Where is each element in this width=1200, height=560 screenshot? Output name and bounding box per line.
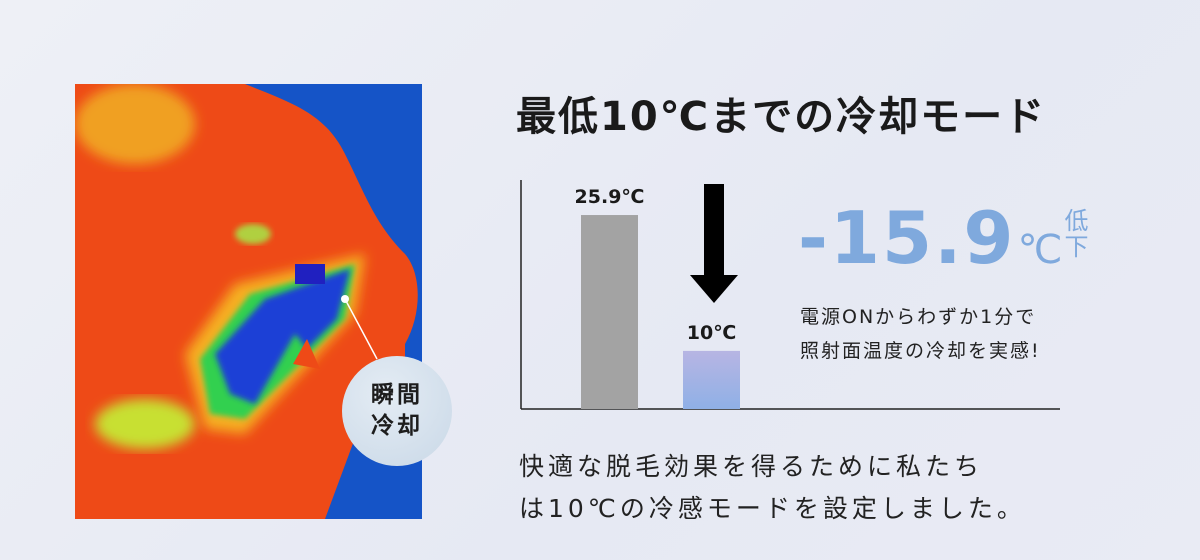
description-line2: 照射面温度の冷却を実感! xyxy=(800,340,1041,362)
footer-text: 快適な脱毛効果を得るために私たち は10℃の冷感モードを設定しました。 xyxy=(519,446,1026,530)
data-label-before: 25.9℃ xyxy=(575,186,645,208)
description: 電源ONからわずか1分で 照射面温度の冷却を実感! xyxy=(800,300,1041,368)
instant-cooling-badge: 瞬間 冷却 xyxy=(342,356,452,466)
callout-dot xyxy=(341,295,349,303)
description-line1: 電源ONからわずか1分で xyxy=(800,306,1037,328)
callout-line xyxy=(344,298,378,360)
drop-suffix-1: 低 xyxy=(1064,207,1091,235)
drop-suffix-2: 下 xyxy=(1064,233,1091,261)
footer-line2: は10℃の冷感モードを設定しました。 xyxy=(519,494,1026,523)
badge-line2: 冷却 xyxy=(371,413,423,439)
bar-before xyxy=(581,215,638,409)
drop-unit: ℃ xyxy=(1017,227,1065,273)
badge-line1: 瞬間 xyxy=(371,381,423,408)
temperature-bar-chart: 25.9℃ 10℃ xyxy=(520,180,1060,410)
temperature-drop: -15.9℃低下 xyxy=(798,196,1090,280)
data-label-cooling: 10℃ xyxy=(687,322,736,344)
page-title: 最低10℃までの冷却モード xyxy=(516,94,1047,140)
drop-value: -15.9 xyxy=(798,196,1016,280)
down-arrow-icon xyxy=(690,184,738,303)
bar-cooling xyxy=(683,350,740,409)
footer-line1: 快適な脱毛効果を得るために私たち xyxy=(519,452,984,481)
